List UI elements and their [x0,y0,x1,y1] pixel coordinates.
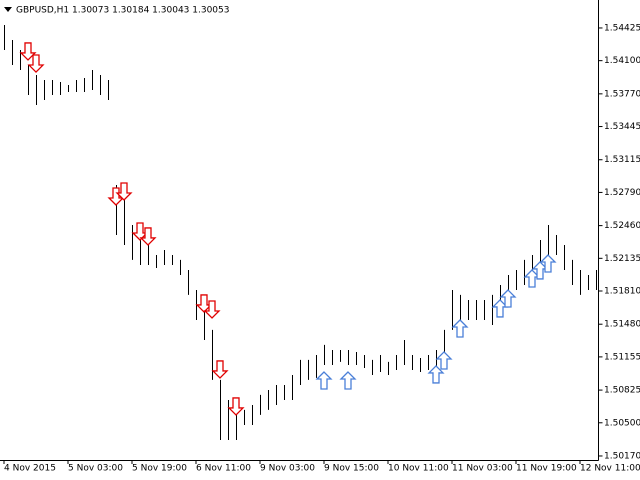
y-tick-label: 1.53445 [604,122,640,132]
menu-triangle[interactable] [4,7,12,12]
y-tick-label: 1.54425 [604,23,640,33]
x-tick-label: 6 Nov 11:00 [196,464,251,474]
y-tick-label: 1.50825 [604,386,640,396]
x-tick-label: 11 Nov 19:00 [516,464,577,474]
buy-arrow [315,371,333,390]
y-tick-label: 1.52135 [604,254,640,264]
sell-arrow [211,360,229,379]
y-tick-label: 1.52790 [604,188,640,198]
y-tick-label: 1.50500 [604,418,640,428]
y-tick-label: 1.53770 [604,89,640,99]
y-tick-label: 1.53115 [604,155,640,165]
x-tick-label: 11 Nov 03:00 [452,464,513,474]
sell-arrow [19,42,37,61]
x-tick-label: 12 Nov 11:00 [580,464,640,474]
buy-arrow [427,365,445,384]
sell-arrow [203,300,221,319]
x-tick-label: 4 Nov 2015 [4,464,56,474]
sell-arrow [115,182,133,201]
x-tick-label: 5 Nov 03:00 [68,464,123,474]
buy-arrow [539,254,557,273]
y-tick-label: 1.50170 [604,451,640,461]
buy-arrow [339,371,357,390]
y-tick-label: 1.51480 [604,320,640,330]
y-tick-label: 1.51155 [604,352,640,362]
x-tick-label: 9 Nov 03:00 [260,464,315,474]
sell-arrow [27,54,45,73]
buy-arrow [435,351,453,370]
x-tick-label: 9 Nov 15:00 [324,464,379,474]
buy-arrow [451,319,469,338]
buy-arrow [499,289,517,308]
sell-arrow [227,397,245,416]
y-tick-label: 1.51810 [604,287,640,297]
x-tick-label: 5 Nov 19:00 [132,464,187,474]
chart-title: GBPUSD,H1 1.30073 1.30184 1.30043 1.3005… [16,6,229,16]
y-tick-label: 1.54100 [604,56,640,66]
sell-arrow [139,227,157,246]
x-tick-label: 10 Nov 11:00 [388,464,449,474]
y-tick-label: 1.52460 [604,221,640,231]
